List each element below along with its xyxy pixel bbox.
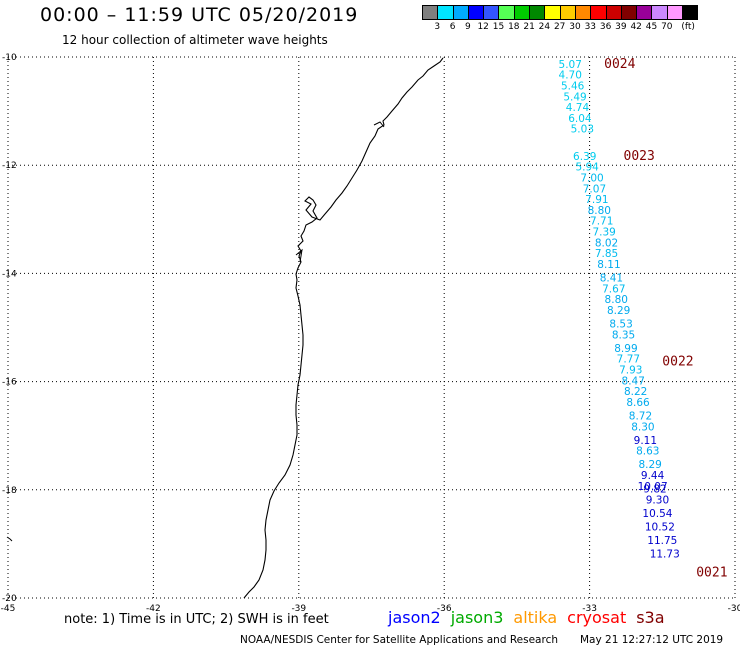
legend-item: jason3 bbox=[450, 608, 504, 627]
lat-tick-label: -12 bbox=[2, 161, 17, 171]
swh-value: 7.39 bbox=[592, 227, 615, 239]
color-scale-tick: 24 bbox=[538, 22, 551, 32]
lon-tick-label: -30 bbox=[728, 604, 740, 614]
lon-tick-label: -33 bbox=[582, 604, 597, 614]
coastal-islets bbox=[6, 121, 385, 542]
swh-value: 7.07 bbox=[583, 183, 606, 195]
swh-value: 7.85 bbox=[595, 248, 618, 260]
color-scale-tick: 12 bbox=[477, 22, 489, 32]
swh-value: 8.63 bbox=[636, 446, 659, 458]
color-scale-tick: 18 bbox=[508, 22, 520, 32]
color-scale-tick: 27 bbox=[553, 22, 566, 32]
credit-text: NOAA/NESDIS Center for Satellite Applica… bbox=[240, 634, 558, 646]
swh-value: 8.22 bbox=[624, 386, 647, 398]
swh-value: 8.66 bbox=[626, 397, 650, 409]
lon-tick-label: -45 bbox=[1, 604, 16, 614]
swh-value: 7.93 bbox=[619, 364, 642, 376]
swh-value: 7.77 bbox=[617, 354, 640, 366]
swh-value: 7.71 bbox=[590, 216, 613, 228]
color-scale-tick: 39 bbox=[615, 22, 627, 32]
lat-tick-label: -14 bbox=[2, 269, 17, 279]
pass-label: 0023 bbox=[624, 149, 655, 164]
swh-value: 4.74 bbox=[566, 102, 590, 114]
swh-value: 8.35 bbox=[612, 329, 635, 341]
swh-value: 8.72 bbox=[629, 410, 652, 422]
swh-value: 11.75 bbox=[647, 535, 677, 547]
color-scale-tick: (ft) bbox=[681, 22, 695, 32]
swh-value: 6.04 bbox=[568, 113, 592, 125]
swh-value: 5.03 bbox=[571, 124, 594, 136]
swh-value: 11.73 bbox=[650, 548, 680, 560]
swh-value: 8.47 bbox=[622, 375, 645, 387]
legend-item: cryosat bbox=[567, 608, 627, 627]
pass-labels: 0024 0023 0022 0021 bbox=[604, 57, 727, 581]
lon-tick-label: -36 bbox=[437, 604, 452, 614]
color-scale-tick: 21 bbox=[523, 22, 535, 32]
units-note: note: 1) Time is in UTC; 2) SWH is in fe… bbox=[64, 612, 329, 627]
color-swatch bbox=[682, 5, 699, 20]
swh-value: 5.94 bbox=[575, 162, 599, 174]
swh-value: 9.30 bbox=[646, 494, 669, 506]
swh-values: 5.074.705.465.494.746.045.03 6.395.947.00… bbox=[559, 59, 680, 561]
satellite-legend: jason2 jason3 altika cryosat s3a bbox=[388, 608, 675, 627]
legend-item: s3a bbox=[636, 608, 665, 627]
swh-value: 7.00 bbox=[580, 172, 603, 184]
color-scale-tick: 70 bbox=[661, 22, 673, 32]
color-scale-tick: 42 bbox=[630, 22, 642, 32]
swh-value: 10.07 bbox=[638, 481, 668, 493]
swh-value: 8.02 bbox=[595, 237, 618, 249]
color-scale-tick: 36 bbox=[599, 22, 612, 32]
swh-value: 7.91 bbox=[585, 194, 608, 206]
pass-label: 0022 bbox=[662, 354, 693, 369]
swh-value: 8.29 bbox=[638, 459, 661, 471]
swh-value: 10.54 bbox=[642, 508, 672, 520]
color-scale-tick: 15 bbox=[492, 22, 505, 32]
swh-value: 9.44 bbox=[641, 470, 665, 482]
swh-value: 4.70 bbox=[559, 70, 582, 82]
swh-value: 8.41 bbox=[600, 273, 623, 285]
color-scale-tick: 9 bbox=[465, 22, 471, 32]
lat-tick-label: -20 bbox=[2, 594, 17, 604]
swh-value: 8.53 bbox=[609, 319, 632, 331]
color-scale-tick: 30 bbox=[569, 22, 581, 32]
swh-value: 8.80 bbox=[605, 294, 628, 306]
map-subtitle: 12 hour collection of altimeter wave hei… bbox=[62, 33, 328, 47]
map-title: 00:00 – 11:59 UTC 05/20/2019 bbox=[40, 4, 359, 26]
lon-tick-label: -42 bbox=[146, 604, 161, 614]
coastline bbox=[243, 57, 444, 599]
color-scale-ticks: 3 6 9 12 15 18 21 24 27 30 33 36 39 42 45 70 (ft) bbox=[422, 22, 732, 34]
swh-value: 8.80 bbox=[588, 205, 611, 217]
swh-value: 8.99 bbox=[614, 343, 637, 355]
color-scale-tick: 3 bbox=[434, 22, 441, 32]
lat-tick-label: -18 bbox=[2, 486, 17, 496]
legend-item: jason2 bbox=[388, 608, 441, 627]
swh-value: 9.11 bbox=[634, 435, 657, 447]
map-axis-labels: -10 -12 -14 -16 -18 -20-45 -42 -39 -36 -33 -30 bbox=[1, 53, 740, 614]
swh-value: 6.39 bbox=[573, 151, 596, 163]
swh-value: 5.07 bbox=[559, 59, 582, 71]
swh-value: 8.11 bbox=[597, 259, 620, 271]
lon-tick-label: -39 bbox=[291, 604, 306, 614]
swh-value: 9.82 bbox=[643, 484, 666, 496]
swh-value: 8.29 bbox=[607, 305, 630, 317]
color-scale-tick: 45 bbox=[645, 22, 658, 32]
swh-value: 8.30 bbox=[631, 421, 654, 433]
color-scale-tick: 6 bbox=[449, 22, 456, 32]
pass-label: 0021 bbox=[696, 565, 727, 580]
legend-item: altika bbox=[513, 608, 558, 627]
generated-timestamp: May 21 12:27:12 UTC 2019 bbox=[580, 634, 724, 646]
color-scale-tick: 33 bbox=[584, 22, 597, 32]
color-scale-bar bbox=[422, 5, 699, 20]
lat-tick-label: -16 bbox=[2, 378, 17, 388]
swh-value: 5.46 bbox=[561, 80, 585, 92]
pass-label: 0024 bbox=[604, 57, 635, 72]
swh-value: 10.52 bbox=[645, 521, 675, 533]
swh-value: 7.67 bbox=[602, 283, 625, 295]
swh-value: 5.49 bbox=[563, 91, 586, 103]
lat-tick-label: -10 bbox=[2, 53, 17, 63]
